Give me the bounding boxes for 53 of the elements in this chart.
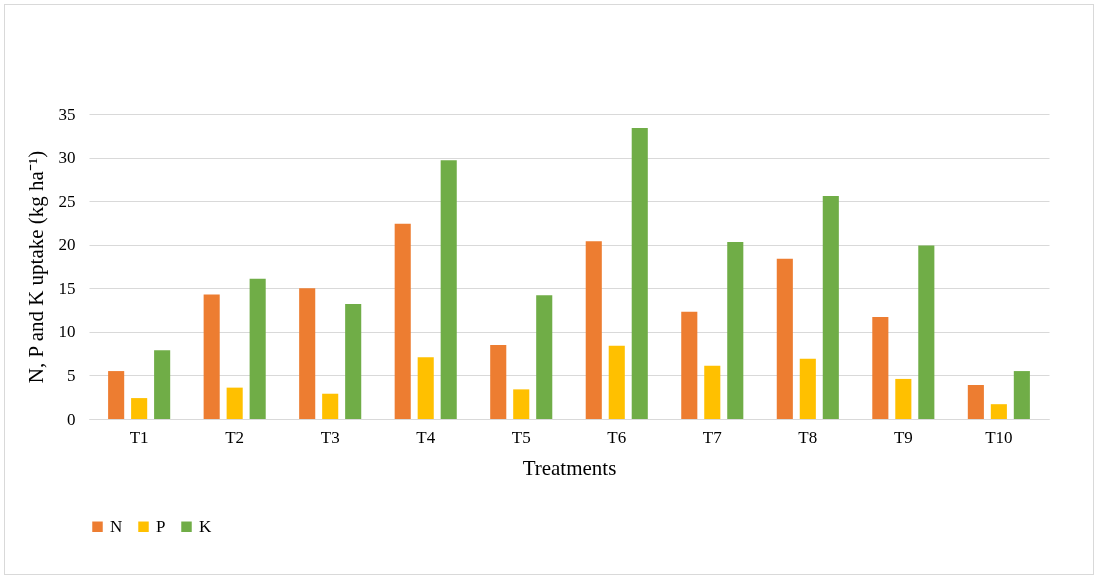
y-tick-label: 10 [58, 322, 76, 342]
bar [704, 365, 721, 419]
bar [799, 358, 816, 419]
x-tick-label: T6 [607, 427, 627, 447]
y-axis-title: N, P and K uptake (kg ha⁻¹) [23, 150, 48, 384]
bar [490, 344, 507, 419]
x-tick-label: T8 [798, 427, 818, 447]
bar [990, 404, 1007, 419]
legend-label: K [199, 516, 212, 536]
x-tick-label: T7 [702, 427, 723, 447]
bar [345, 303, 362, 419]
bar [440, 160, 457, 419]
legend-label: P [156, 516, 166, 536]
bar [536, 295, 553, 419]
bar [822, 195, 839, 419]
bar [513, 389, 530, 419]
bar [681, 311, 698, 419]
bar [203, 294, 220, 419]
bar [918, 245, 935, 419]
y-tick-label: 20 [58, 235, 76, 255]
bar [585, 241, 602, 419]
bar [967, 385, 984, 419]
x-tick-label: T5 [511, 427, 531, 447]
bar [608, 345, 625, 419]
y-tick-label: 35 [58, 104, 76, 124]
bar [417, 357, 434, 419]
bar [872, 317, 889, 419]
bar [226, 387, 243, 419]
y-tick-label: 5 [67, 365, 76, 385]
x-tick-label: T2 [225, 427, 245, 447]
y-tick-label: 0 [67, 409, 76, 429]
x-tick-label: T1 [129, 427, 149, 447]
bar [631, 127, 648, 419]
x-tick-label: T3 [320, 427, 340, 447]
x-axis-title: Treatments [522, 455, 617, 480]
bar [727, 242, 744, 419]
bar [131, 398, 148, 419]
bar [249, 278, 266, 419]
bar [895, 378, 912, 419]
bar [154, 350, 171, 419]
bar [1013, 371, 1030, 419]
bar [776, 258, 793, 419]
x-tick-label: T10 [985, 427, 1013, 447]
x-tick-label: T9 [893, 427, 913, 447]
bar [322, 393, 339, 419]
y-tick-label: 30 [58, 148, 76, 168]
bar [108, 371, 125, 419]
y-tick-label: 25 [58, 191, 76, 211]
bar [394, 223, 411, 419]
legend-label: N [110, 516, 123, 536]
y-tick-label: 15 [58, 278, 76, 298]
x-tick-label: T4 [416, 427, 436, 447]
bar [299, 288, 316, 419]
